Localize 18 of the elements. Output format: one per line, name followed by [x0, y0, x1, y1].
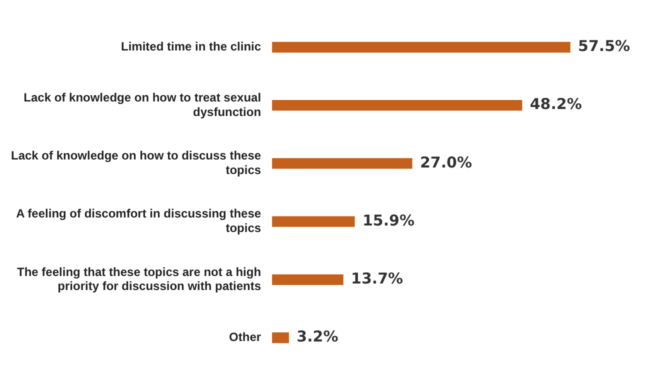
- y-tick-label: Other: [229, 330, 262, 344]
- bar: [272, 100, 522, 111]
- y-tick-label: A feeling of discomfort in discussing these topics: [16, 206, 262, 236]
- bar: [272, 42, 570, 53]
- data-label: 3.2%: [296, 328, 338, 346]
- y-tick-label: Lack of knowledge on how to discuss these topics: [10, 148, 262, 177]
- y-tick-label: Limited time in the clinic: [121, 40, 262, 54]
- bar: [272, 274, 344, 285]
- bar: [272, 158, 412, 169]
- y-tick-label: Lack of knowledge on how to treat sexual dysfunction: [24, 90, 262, 119]
- data-label: 57.5%: [578, 37, 630, 56]
- bar: [272, 332, 289, 344]
- data-label: 15.9%: [362, 211, 414, 230]
- bar: [272, 216, 355, 227]
- y-tick-label: The feeling that these topics are not a high priority for discussion with patients: [17, 264, 262, 294]
- data-label: 48.2%: [530, 95, 582, 114]
- data-label: 13.7%: [351, 270, 404, 288]
- data-label: 27.0%: [420, 153, 472, 172]
